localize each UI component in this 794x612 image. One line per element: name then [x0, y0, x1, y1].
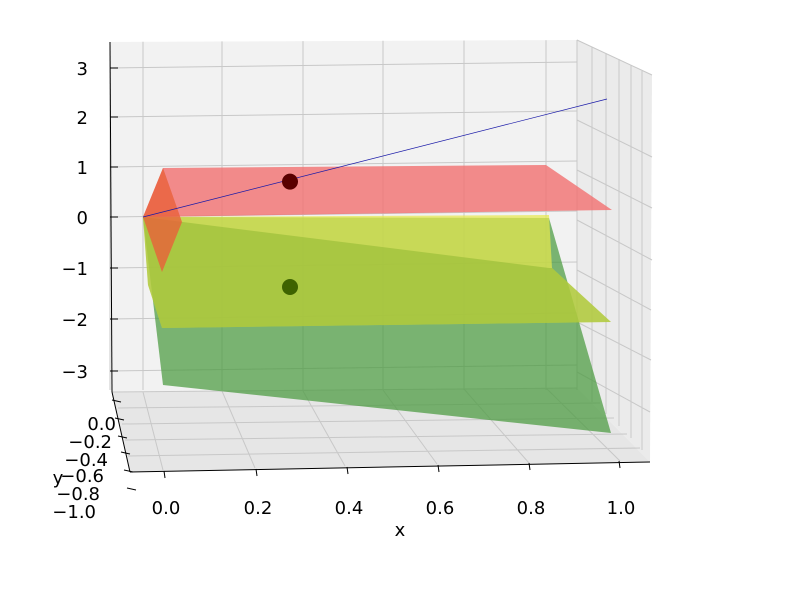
- y-tick-mark: [120, 451, 131, 455]
- z-tick-label: −1: [61, 259, 88, 280]
- x-axis-line: [129, 461, 651, 473]
- y-tick-label: −1.0: [52, 502, 96, 523]
- grid-line-right-wall: [576, 119, 653, 158]
- y-tick-label: −0.6: [60, 466, 104, 487]
- grid-line-back-horizontal: [109, 61, 578, 69]
- surfaces: [142, 98, 612, 433]
- z-tick-label: −3: [61, 362, 88, 383]
- z-tick-label: 2: [77, 108, 88, 129]
- y-tick-mark: [111, 399, 122, 403]
- z-tick-label: 3: [77, 59, 88, 80]
- x-tick-label: 0.4: [335, 498, 364, 519]
- surface-overlap: [143, 217, 611, 328]
- y-tick-mark: [123, 469, 134, 473]
- x-tick-label: 0.0: [152, 498, 181, 519]
- grid-line-floor: [221, 390, 256, 469]
- data-line: [142, 98, 608, 218]
- x-tick-mark: [437, 464, 440, 473]
- axes: [109, 41, 651, 491]
- y-tick-label: 0.0: [87, 414, 116, 435]
- z-tick-label: 1: [77, 158, 88, 179]
- x-tick-mark: [163, 470, 166, 479]
- y-axis-line: [111, 391, 131, 473]
- x-tick-label: 0.2: [244, 498, 273, 519]
- surface-plane-red: [143, 165, 612, 217]
- x-tick-mark: [618, 460, 621, 469]
- x-tick-label: 0.6: [426, 498, 455, 519]
- x-tick-label: 0.8: [517, 498, 546, 519]
- x-tick-mark: [255, 468, 258, 477]
- grid-line-right-wall: [576, 269, 652, 311]
- z-tick-label: −2: [61, 310, 88, 331]
- y-tick-mark: [114, 417, 125, 421]
- y-tick-mark: [117, 435, 128, 439]
- grid-line-floor: [142, 391, 164, 471]
- y-tick-label: −0.8: [56, 484, 100, 505]
- x-tick-mark: [528, 462, 531, 471]
- data-point-yellow-plane: [282, 279, 298, 295]
- surface-plane-red-edge: [143, 168, 182, 272]
- grid-line-floor-cross: [127, 447, 641, 457]
- y-axis-label: y: [53, 468, 64, 489]
- data-point-red-plane: [282, 173, 298, 190]
- y-tick-label: −0.2: [68, 432, 112, 453]
- grid-line-right-wall: [576, 39, 653, 76]
- x-tick-label: 1.0: [607, 498, 636, 519]
- grid-line-right-wall: [576, 219, 653, 261]
- right-wall-pane: [577, 40, 652, 462]
- grid-line-back-horizontal: [109, 110, 578, 118]
- z-tick-label: 0: [77, 208, 88, 229]
- x-tick-mark: [346, 466, 349, 475]
- grid-line-right-wall: [576, 321, 652, 361]
- x-axis-label: x: [395, 520, 406, 541]
- y-tick-label: −0.4: [64, 450, 108, 471]
- grid-line-floor-cross: [124, 433, 628, 441]
- grid-line-back-horizontal: [109, 160, 578, 168]
- grid-line-floor: [302, 390, 346, 467]
- grid-line-right-wall: [576, 169, 653, 209]
- y-tick-mark: [126, 487, 137, 491]
